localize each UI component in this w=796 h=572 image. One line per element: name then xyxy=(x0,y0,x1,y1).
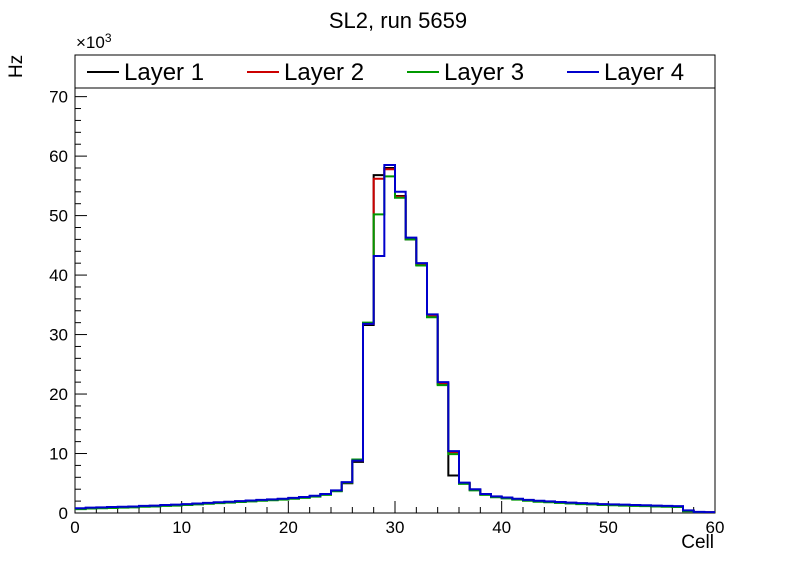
y-tick-label: 70 xyxy=(49,88,68,107)
series-line-layer-1 xyxy=(75,167,715,513)
x-tick-label: 20 xyxy=(279,518,298,537)
axis-ticks xyxy=(74,96,716,514)
y-axis-title: Hz xyxy=(6,55,27,78)
x-tick-label: 30 xyxy=(386,518,405,537)
y-axis-tick-labels: 0 10 20 30 40 50 60 70 xyxy=(49,88,68,523)
y-axis-multiplier-exponent: 3 xyxy=(105,31,112,45)
x-tick-label: 10 xyxy=(172,518,191,537)
x-tick-label: 40 xyxy=(492,518,511,537)
legend-item-label: Layer 1 xyxy=(124,59,204,86)
y-tick-label: 0 xyxy=(59,504,68,523)
series-line-layer-4 xyxy=(75,164,715,513)
series-line-layer-3 xyxy=(75,175,715,513)
legend-item-label: Layer 4 xyxy=(604,59,684,86)
y-axis-multiplier-base: ×10 xyxy=(76,33,105,52)
legend-item-label: Layer 2 xyxy=(284,59,364,86)
y-tick-label: 50 xyxy=(49,207,68,226)
y-tick-label: 40 xyxy=(49,266,68,285)
x-tick-label: 0 xyxy=(70,518,79,537)
y-tick-label: 60 xyxy=(49,147,68,166)
plot-frame xyxy=(74,54,716,514)
series-line-layer-2 xyxy=(75,168,715,513)
y-tick-label: 30 xyxy=(49,326,68,345)
x-axis-title: Cell xyxy=(681,532,714,553)
x-tick-label: 60 xyxy=(706,518,725,537)
y-tick-label: 10 xyxy=(49,445,68,464)
legend-frame xyxy=(74,54,716,89)
x-axis-tick-labels: 0 10 20 30 40 50 60 xyxy=(70,518,724,537)
x-tick-label: 50 xyxy=(599,518,618,537)
legend-box: Layer 1 Layer 2 Layer 3 Layer 4 xyxy=(74,54,716,89)
legend-item-label: Layer 3 xyxy=(444,59,524,86)
chart-title: SL2, run 5659 xyxy=(328,8,468,33)
y-axis-multiplier: ×103 xyxy=(76,31,112,52)
series-lines xyxy=(75,164,715,513)
y-tick-label: 20 xyxy=(49,385,68,404)
